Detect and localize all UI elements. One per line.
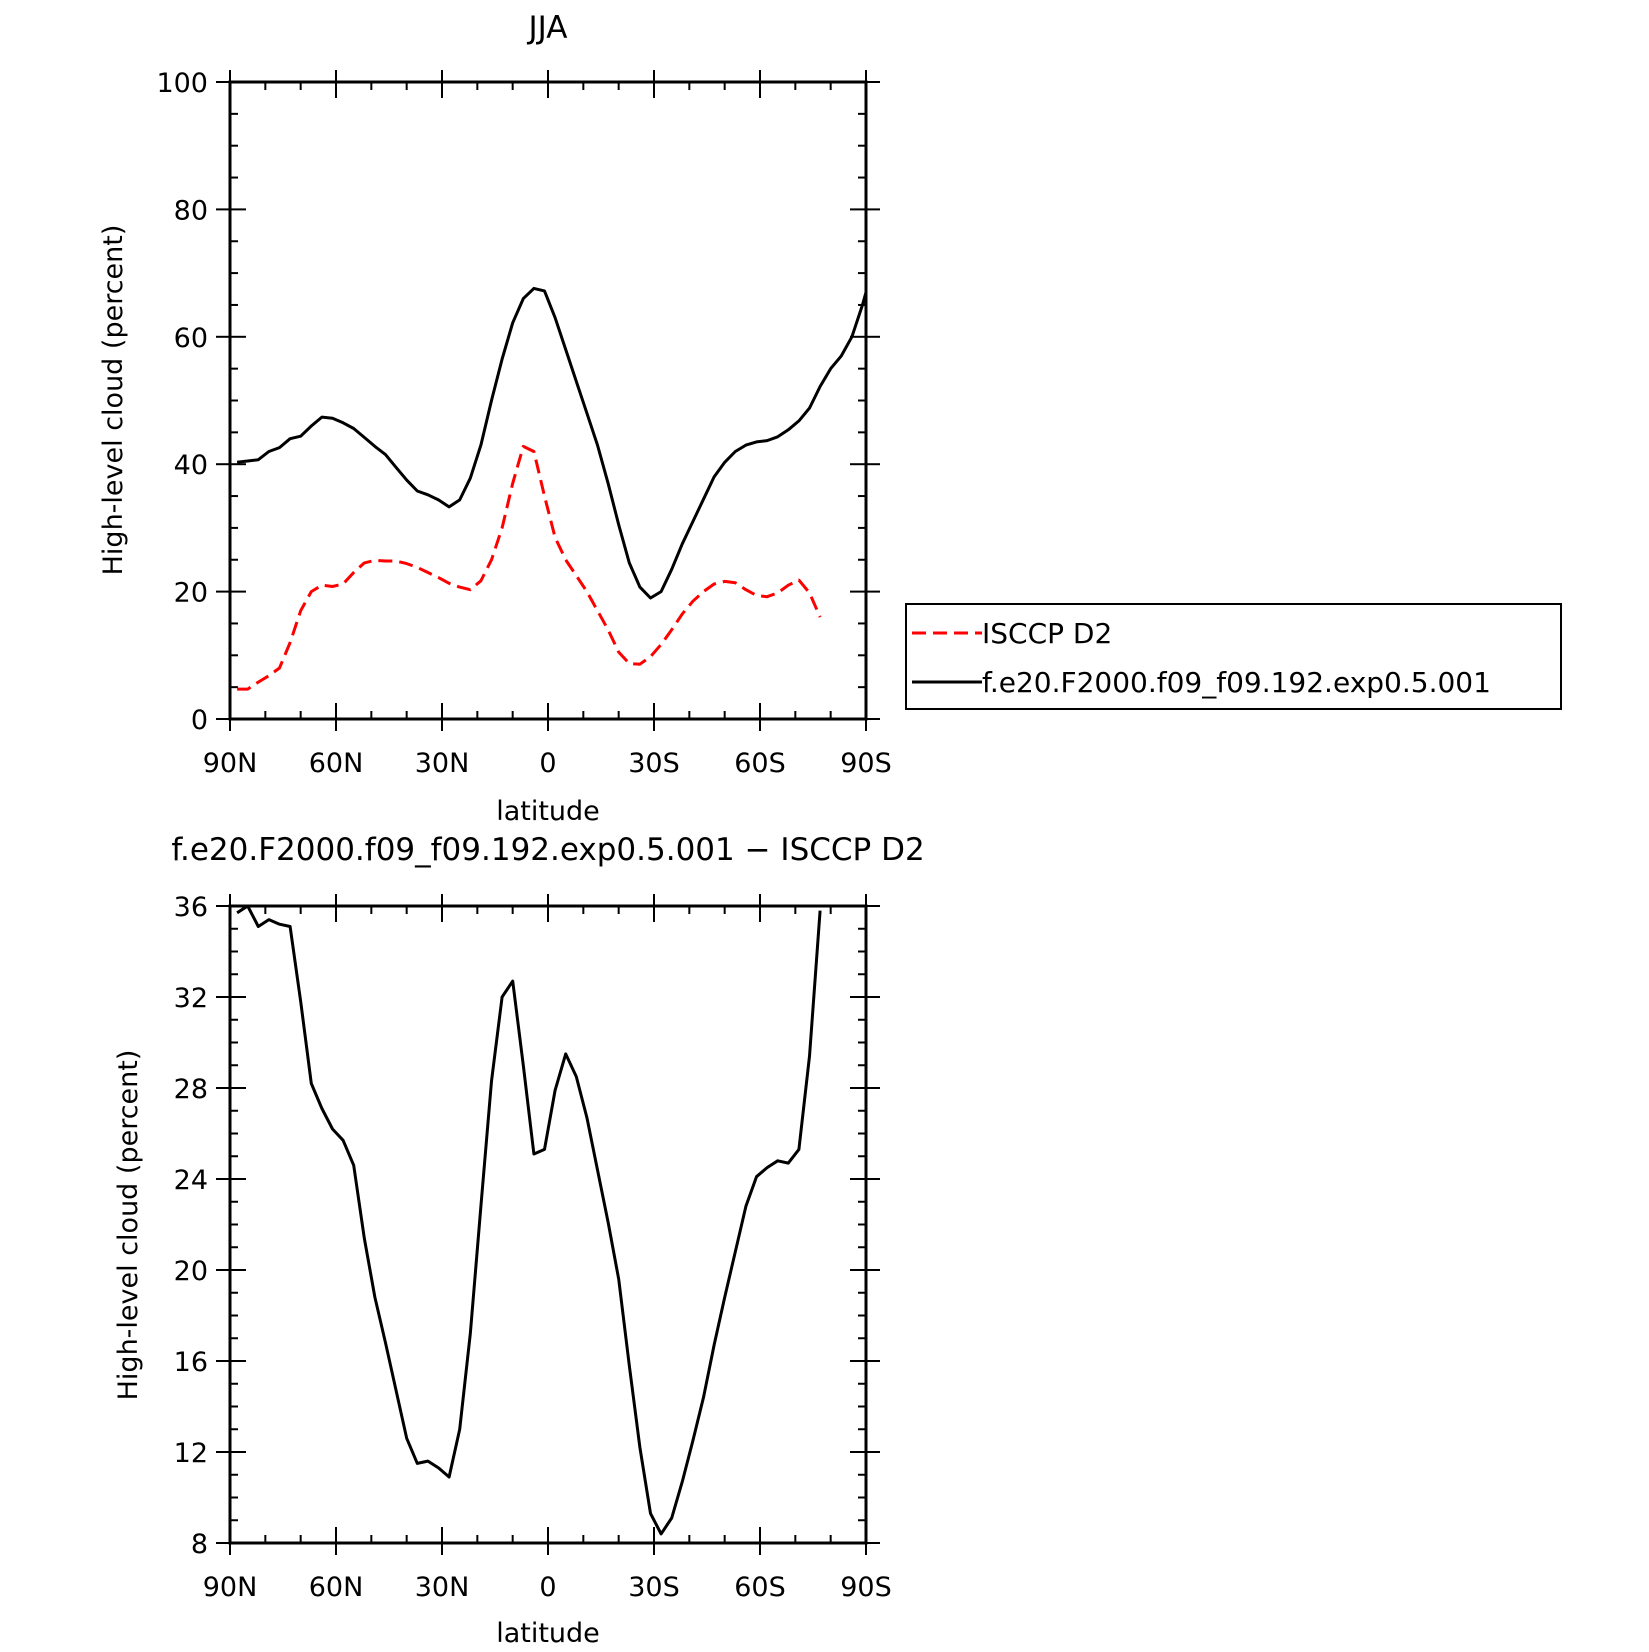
bottom-x-tick-label: 30N: [415, 1572, 470, 1603]
top-chart-title: JJA: [527, 10, 568, 46]
top-plot-area: 90N 60N 30N 0 30S 60S 90S 0 20 40 60 80 100: [156, 68, 892, 779]
top-plot-frame: [228, 80, 868, 721]
legend-label-isccp: ISCCP D2: [982, 617, 1112, 650]
top-y-axis-label: High-level cloud (percent): [98, 225, 129, 576]
legend: ISCCP D2 f.e20.F2000.f09_f09.192.exp0.5.…: [905, 603, 1562, 710]
top-panel: JJA 90N 60N 30N 0 30S 60S 90S 0 20 40 60 80 100 High…: [98, 10, 1562, 827]
top-y-tick-label: 100: [156, 68, 208, 99]
top-x-axis-label: latitude: [496, 796, 600, 827]
top-y-tick-label: 80: [174, 195, 208, 226]
bottom-y-axis-label: High-level cloud (percent): [113, 1050, 144, 1401]
top-x-tick-label: 30S: [628, 748, 680, 779]
bottom-x-tick-label: 60S: [734, 1572, 786, 1603]
bottom-y-tick-label: 24: [174, 1165, 208, 1196]
top-y-tick-label: 40: [174, 450, 208, 481]
top-x-tick-label: 60N: [309, 748, 364, 779]
bottom-y-tick-label: 32: [174, 983, 208, 1014]
bottom-chart-title: f.e20.F2000.f09_f09.192.exp0.5.001 − ISC…: [171, 832, 924, 868]
top-y-tick-label: 60: [174, 323, 208, 354]
bottom-plot-frame: [228, 904, 868, 1545]
bottom-x-axis-label: latitude: [496, 1618, 600, 1649]
bottom-x-tick-label: 90N: [203, 1572, 258, 1603]
bottom-x-tick-label: 60N: [309, 1572, 364, 1603]
bottom-y-tick-label: 16: [174, 1347, 208, 1378]
bottom-plot-area: 90N 60N 30N 0 30S 60S 90S 8 12 16 20 24 28 32 36: [174, 892, 892, 1603]
top-x-tick-label: 30N: [415, 748, 470, 779]
bottom-x-tick-label: 0: [539, 1572, 556, 1603]
top-x-tick-label: 90N: [203, 748, 258, 779]
bottom-y-tick-label: 12: [174, 1438, 208, 1469]
bottom-y-tick-label: 8: [191, 1529, 208, 1560]
legend-label-model: f.e20.F2000.f09_f09.192.exp0.5.001: [982, 666, 1491, 699]
legend-box: [905, 603, 1562, 710]
bottom-x-tick-label: 90S: [840, 1572, 892, 1603]
top-x-tick-label: 60S: [734, 748, 786, 779]
top-x-tick-label: 0: [539, 748, 556, 779]
bottom-y-tick-label: 28: [174, 1074, 208, 1105]
top-series-line-1: [236, 286, 866, 600]
bottom-x-tick-label: 30S: [628, 1572, 680, 1603]
top-series-line-0: [237, 444, 822, 691]
bottom-panel: f.e20.F2000.f09_f09.192.exp0.5.001 − ISC…: [113, 832, 925, 1649]
top-y-tick-label: 0: [191, 705, 208, 736]
top-x-tick-label: 90S: [840, 748, 892, 779]
bottom-y-tick-label: 20: [174, 1256, 208, 1287]
bottom-series-line-0: [236, 906, 822, 1536]
bottom-y-tick-label: 36: [174, 892, 208, 923]
top-y-tick-label: 20: [174, 578, 208, 609]
